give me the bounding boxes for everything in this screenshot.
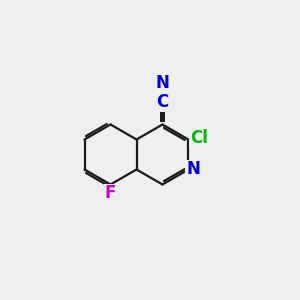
Text: Cl: Cl: [190, 129, 208, 147]
Text: C: C: [156, 93, 169, 111]
Text: N: N: [186, 160, 200, 178]
Text: N: N: [155, 74, 170, 92]
Text: F: F: [105, 184, 116, 202]
